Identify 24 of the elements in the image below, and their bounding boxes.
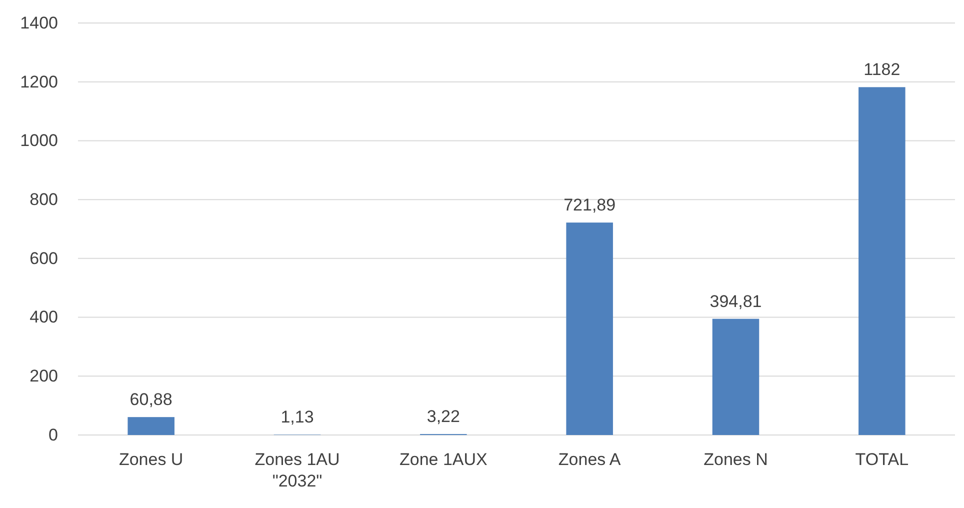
data-label: 721,89	[564, 196, 616, 215]
x-tick-label: Zones A	[558, 450, 622, 470]
bar	[712, 318, 760, 435]
y-tick-label: 600	[30, 248, 58, 268]
y-tick-label: 0	[48, 425, 58, 444]
bar	[858, 87, 906, 435]
bar	[128, 417, 174, 435]
bar	[566, 222, 613, 435]
x-tick-label: TOTAL	[855, 450, 909, 470]
y-tick-label: 1000	[20, 131, 58, 150]
x-tick-label: Zones N	[704, 450, 768, 470]
x-tick-label: Zone 1AUX	[399, 450, 488, 470]
y-tick-label: 200	[30, 366, 58, 386]
data-label: 394,81	[710, 292, 762, 311]
x-tick-label: Zones U	[118, 450, 184, 470]
x-tick-label: Zones 1AU "2032"	[254, 450, 340, 490]
y-tick-label: 1200	[20, 72, 58, 92]
data-label: 1182	[864, 60, 900, 80]
y-tick-label: 1400	[20, 13, 58, 32]
data-label: 3,22	[426, 407, 460, 426]
data-label: 60,88	[130, 390, 172, 410]
y-tick-label: 800	[30, 190, 58, 210]
data-label: 1,13	[280, 408, 314, 427]
y-tick-label: 400	[30, 308, 58, 327]
